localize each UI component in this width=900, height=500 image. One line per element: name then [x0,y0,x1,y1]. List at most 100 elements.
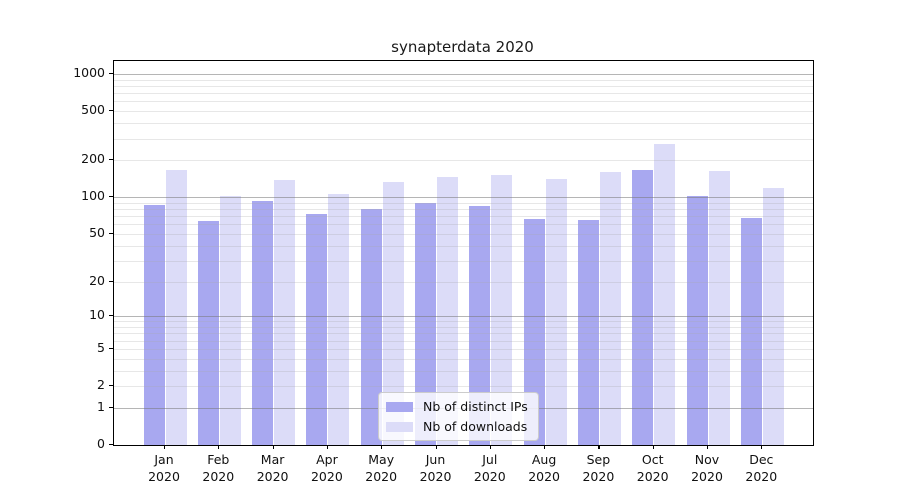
x-tick-month: May [368,452,395,467]
bar-distinct-ips-jun [415,203,436,445]
bar-downloads-sep [599,171,621,445]
x-tick-label-jul: Jul 2020 [460,451,520,485]
bar-distinct-ips-apr [306,213,328,445]
x-tick-apr [326,445,329,449]
y-tick-label-5: 5 [97,339,105,355]
x-tick-jan [164,445,166,449]
x-tick-year: 2020 [691,469,723,484]
x-tick-month: Feb [207,452,230,467]
x-tick-label-mar: Mar 2020 [243,451,303,485]
bar-distinct-ips-sep [577,220,599,445]
bar-downloads-may [382,182,404,445]
x-tick-year: 2020 [148,469,180,484]
x-tick-year: 2020 [636,469,669,484]
x-tick-may [381,445,383,449]
y-tick-label-10: 10 [89,307,105,323]
bar-distinct-ips-jul [469,206,491,445]
x-tick-month: Oct [641,452,664,467]
y-tick-500 [109,110,113,112]
x-tick-label-may: May 2020 [351,451,411,485]
legend-row-downloads: Nb of downloads [386,419,528,434]
legend-label-distinct-ips: Nb of distinct IPs [423,399,528,414]
x-tick-month: Jul [482,452,498,467]
x-tick-month: Apr [316,452,338,467]
bar-distinct-ips-may [360,209,382,445]
plot-area [113,60,814,446]
bar-downloads-jul [491,175,513,445]
y-tick-10 [109,315,113,317]
x-tick-year: 2020 [528,469,560,484]
x-tick-year: 2020 [745,469,778,484]
x-tick-year: 2020 [202,469,235,484]
bar-distinct-ips-aug [523,219,545,445]
bar-downloads-apr [328,193,350,445]
y-tick-200 [109,159,113,161]
y-tick-100 [109,196,113,198]
y-tick-label-0: 0 [97,436,105,451]
x-tick-label-feb: Feb 2020 [188,451,248,485]
x-tick-year: 2020 [582,469,615,484]
x-tick-feb [218,445,220,449]
x-tick-nov [707,445,709,449]
y-tick-1 [109,406,113,408]
bar-distinct-ips-mar [252,201,274,445]
y-tick-label-1000: 1000 [73,65,105,80]
x-tick-dec [761,445,763,449]
x-tick-month: Mar [260,452,285,467]
x-tick-month: Aug [531,452,557,467]
x-tick-year: 2020 [310,469,343,484]
x-tick-label-oct: Oct 2020 [623,451,683,485]
bars-layer [114,61,813,445]
x-tick-month: Dec [749,452,774,467]
y-tick-label-1: 1 [97,398,105,414]
x-tick-label-nov: Nov 2020 [677,451,737,485]
bar-downloads-jun [437,177,458,445]
x-tick-year: 2020 [473,469,506,484]
bar-distinct-ips-dec [740,217,762,445]
legend-label-downloads: Nb of downloads [423,419,528,434]
y-tick-label-100: 100 [81,188,105,204]
y-tick-5 [109,347,113,349]
x-tick-label-sep: Sep 2020 [568,451,628,485]
x-tick-mar [272,445,274,449]
x-tick-month: Jan [154,452,174,467]
x-tick-jul [489,445,491,449]
x-tick-sep [598,445,600,449]
legend-swatch-distinct-ips [386,401,413,412]
chart-title: synapterdata 2020 [391,38,534,56]
bar-distinct-ips-feb [197,220,219,445]
x-tick-month: Sep [586,452,611,467]
y-tick-label-20: 20 [89,272,105,288]
y-tick-20 [109,280,113,282]
x-tick-year: 2020 [256,469,289,484]
y-tick-0 [109,444,113,446]
x-tick-month: Nov [694,452,720,467]
y-tick-label-500: 500 [81,102,105,118]
y-tick-label-200: 200 [81,151,105,167]
y-tick-label-2: 2 [97,377,105,392]
bar-distinct-ips-jan [143,204,165,445]
legend-swatch-downloads [386,421,413,432]
x-tick-label-jun: Jun 2020 [406,451,466,485]
x-tick-jun [435,445,437,449]
x-tick-label-apr: Apr 2020 [297,451,357,485]
legend-row-distinct-ips: Nb of distinct IPs [386,399,528,414]
x-tick-year: 2020 [419,469,452,484]
legend: Nb of distinct IPs Nb of downloads [378,392,539,441]
x-tick-label-jan: Jan 2020 [134,451,194,485]
y-tick-label-50: 50 [89,224,105,240]
x-tick-label-dec: Dec 2020 [731,451,791,485]
y-tick-1000 [109,73,113,75]
bar-downloads-mar [274,180,296,445]
bar-distinct-ips-nov [686,195,708,445]
bar-downloads-dec [762,187,784,445]
x-tick-aug [544,445,546,449]
y-tick-50 [109,232,113,235]
x-tick-year: 2020 [365,469,398,484]
bar-downloads-oct [654,144,676,445]
x-tick-month: Jun [425,452,446,467]
x-tick-label-aug: Aug 2020 [514,451,574,485]
bar-downloads-nov [708,170,730,445]
bar-downloads-feb [219,195,241,445]
